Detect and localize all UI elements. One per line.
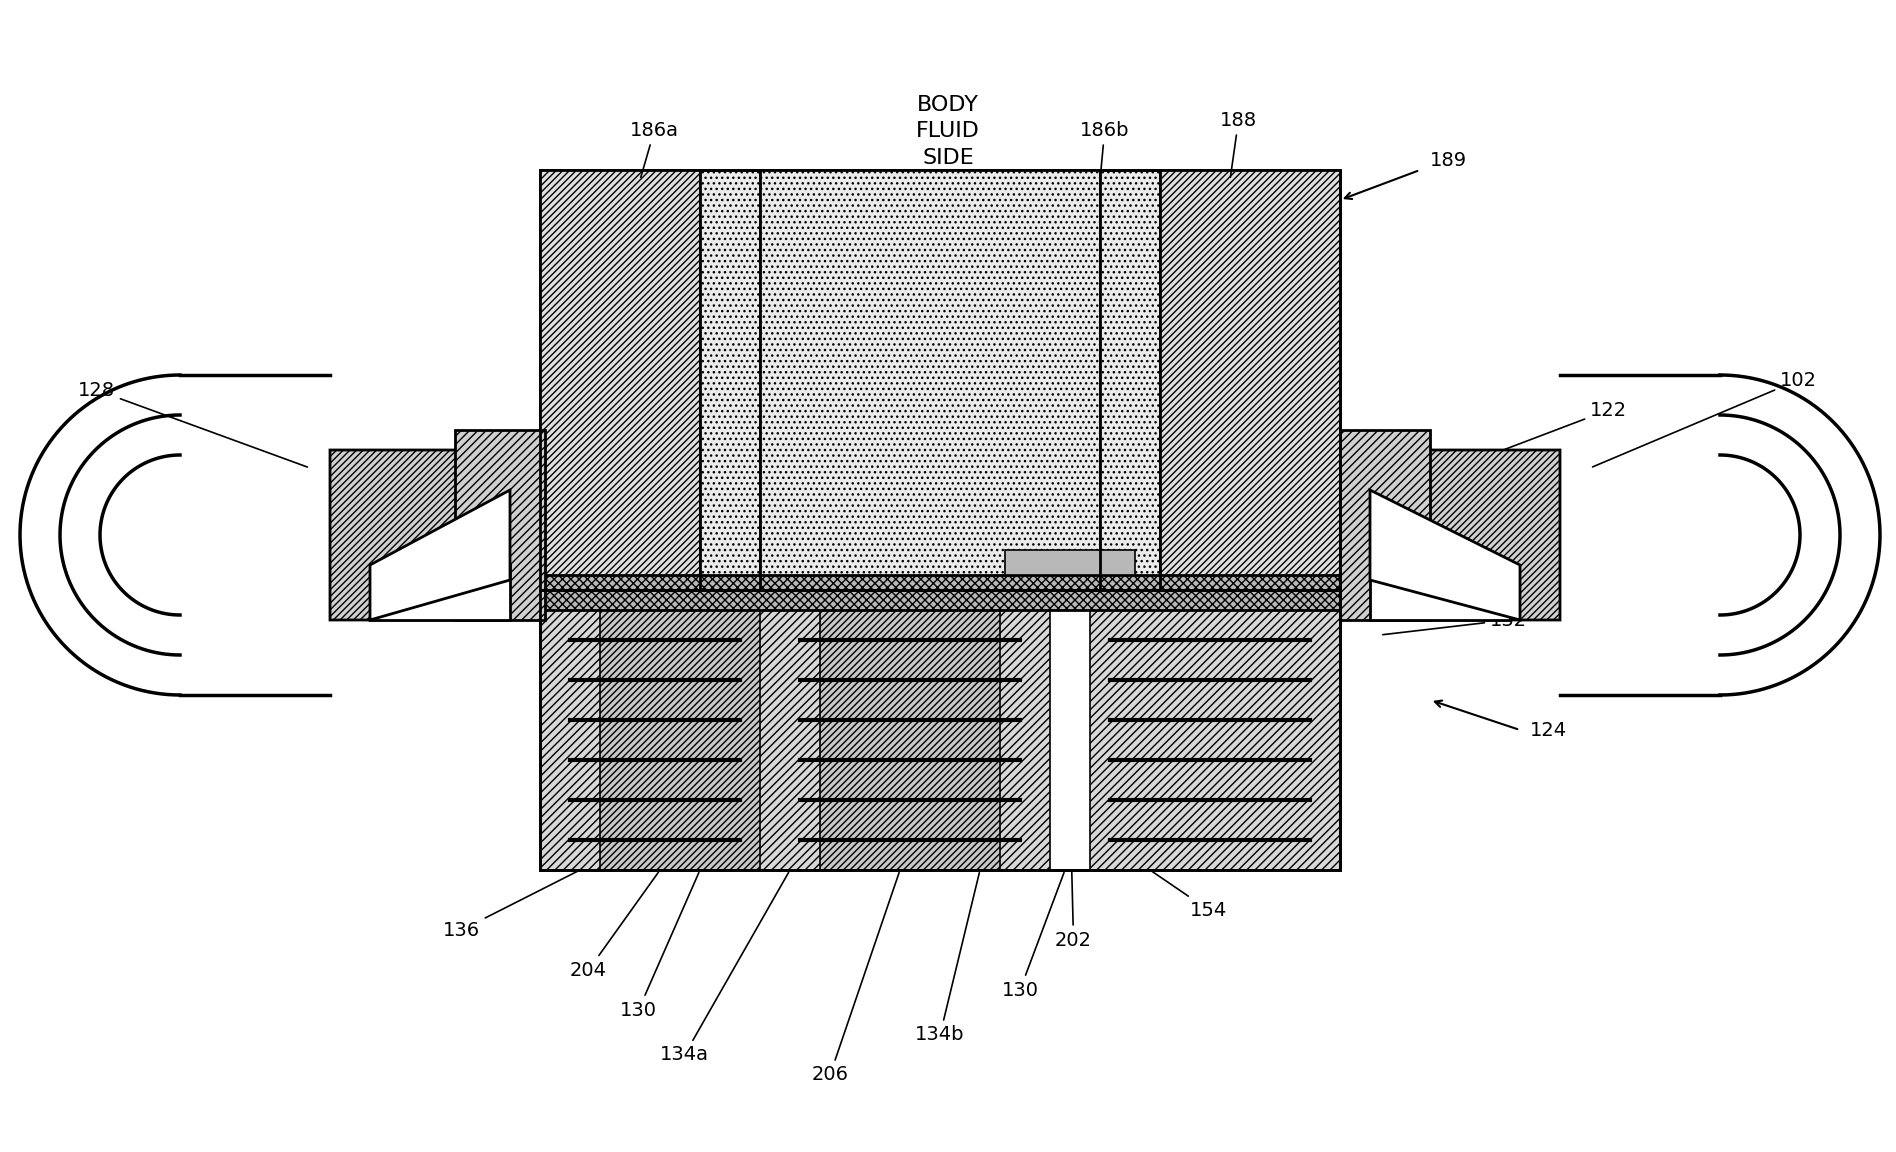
Polygon shape: [540, 170, 700, 590]
Text: 189: 189: [1430, 151, 1468, 169]
Polygon shape: [599, 590, 760, 870]
Polygon shape: [540, 170, 1340, 590]
Polygon shape: [1050, 590, 1090, 870]
Text: 202: 202: [1054, 803, 1092, 949]
Polygon shape: [1340, 430, 1430, 620]
Text: 124: 124: [1530, 720, 1568, 740]
Text: 134a: 134a: [660, 872, 789, 1064]
Text: 140: 140: [334, 562, 508, 585]
Polygon shape: [330, 450, 510, 620]
Polygon shape: [1371, 564, 1509, 620]
Text: 186b: 186b: [1081, 121, 1130, 177]
Polygon shape: [1371, 450, 1560, 620]
Text: 128: 128: [78, 380, 307, 467]
Text: 132: 132: [1382, 611, 1526, 635]
Text: 130: 130: [1001, 872, 1064, 1000]
Text: 134b: 134b: [916, 873, 980, 1045]
Polygon shape: [370, 490, 510, 620]
Text: BODY
FLUID
SIDE: BODY FLUID SIDE: [916, 94, 980, 168]
Polygon shape: [455, 430, 544, 620]
Polygon shape: [510, 575, 1371, 611]
Text: 188: 188: [1219, 111, 1257, 177]
Polygon shape: [760, 170, 1100, 590]
Polygon shape: [370, 564, 510, 620]
Text: 102: 102: [1593, 371, 1816, 467]
Text: 186a: 186a: [629, 121, 679, 177]
Polygon shape: [819, 590, 999, 870]
Text: 154: 154: [1153, 872, 1227, 919]
Text: 206: 206: [811, 872, 899, 1084]
Polygon shape: [1371, 490, 1521, 620]
Text: 122: 122: [1492, 401, 1627, 454]
Polygon shape: [1005, 550, 1136, 575]
Polygon shape: [540, 590, 1340, 870]
Text: 130: 130: [620, 872, 700, 1020]
Text: 204: 204: [571, 872, 658, 979]
Text: 148: 148: [334, 605, 508, 624]
Text: 136: 136: [444, 871, 578, 940]
Polygon shape: [1160, 170, 1340, 590]
